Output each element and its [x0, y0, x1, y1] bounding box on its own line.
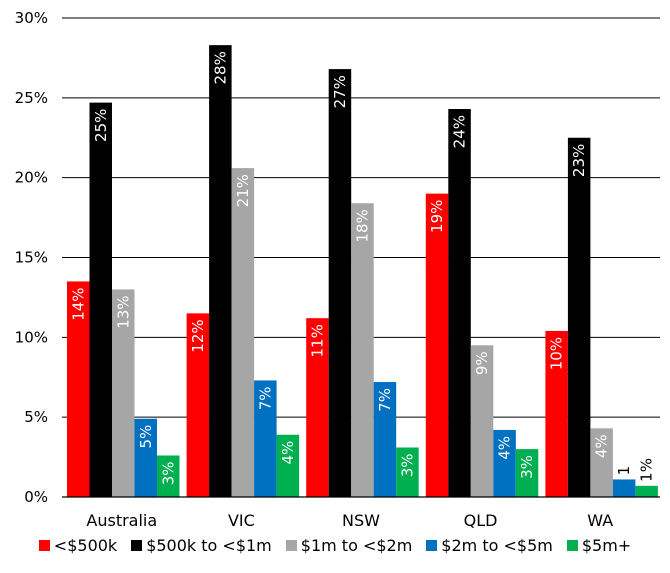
legend-label: $2m to <$5m — [441, 535, 553, 555]
bar — [396, 447, 419, 497]
data-label: 1 — [615, 466, 633, 476]
x-tick-label: WA — [587, 511, 613, 530]
legend-swatch — [131, 539, 143, 551]
legend: <$500k $500k to <$1m $1m to <$2m $2m to <$5… — [0, 528, 670, 562]
data-label: 24% — [451, 115, 469, 148]
bar — [590, 428, 613, 497]
data-label: 3% — [398, 454, 416, 478]
y-tick-label: 20% — [15, 169, 48, 187]
legend-swatch — [426, 539, 438, 551]
bar — [328, 69, 352, 498]
data-label: 3% — [159, 461, 177, 485]
x-tick-label: Australia — [86, 511, 157, 530]
data-label: 14% — [69, 287, 87, 320]
data-label: 11% — [308, 324, 326, 357]
bar — [306, 318, 329, 497]
data-label: 9% — [473, 351, 491, 375]
bar — [545, 330, 568, 497]
bar — [351, 203, 374, 498]
legend-label: $500k to <$1m — [146, 535, 272, 555]
legend-item: $500k to <$1m — [131, 536, 272, 555]
legend-swatch — [566, 539, 578, 551]
data-label: 19% — [428, 200, 446, 233]
category-labels: Australia VIC NSW QLD WA — [86, 511, 613, 530]
bar — [567, 137, 591, 497]
bar — [515, 449, 539, 497]
y-tick-label: 15% — [15, 249, 48, 267]
data-labels: 14%25%13%5%3%12%28%21%7%4%11%27%18%7%3%1… — [69, 51, 655, 485]
data-label: 13% — [114, 295, 132, 328]
data-label: 18% — [353, 209, 371, 242]
bar — [276, 434, 300, 497]
data-label: 25% — [92, 109, 110, 142]
bar — [425, 193, 449, 497]
bar — [493, 429, 516, 497]
data-label: 4% — [279, 441, 297, 465]
y-tick-label: 25% — [15, 89, 48, 107]
bar — [157, 455, 180, 497]
y-tick-label: 10% — [15, 328, 48, 346]
data-label: 23% — [570, 144, 588, 177]
x-tick-label: VIC — [228, 511, 255, 530]
data-label: 3% — [518, 455, 536, 479]
bar — [134, 418, 157, 497]
legend-item: <$500k — [38, 535, 118, 555]
legend-label: $5m+ — [581, 535, 632, 555]
y-tick-label: 0% — [24, 488, 48, 506]
y-axis-ticks: 0% 5% 10% 15% 20% 25% 30% — [15, 9, 48, 506]
data-label: 7% — [376, 388, 394, 412]
bar — [186, 313, 210, 497]
x-tick-label: QLD — [464, 511, 498, 530]
bar — [448, 109, 471, 497]
data-label: 1% — [638, 458, 656, 482]
bar — [67, 281, 90, 497]
legend-swatch — [38, 539, 50, 551]
bar — [635, 485, 658, 497]
data-label: 21% — [234, 174, 252, 207]
data-label: 4% — [496, 436, 514, 460]
data-label: 7% — [256, 386, 274, 410]
data-label: 4% — [593, 434, 611, 458]
data-label: 12% — [189, 319, 207, 352]
data-label: 28% — [211, 51, 229, 84]
x-tick-label: NSW — [342, 511, 380, 530]
bar — [254, 380, 277, 497]
data-label: 10% — [548, 337, 566, 370]
bar — [89, 102, 112, 497]
legend-label: <$500k — [53, 535, 118, 555]
legend-item: $5m+ — [566, 535, 632, 555]
bar — [112, 289, 135, 497]
y-tick-label: 5% — [24, 408, 48, 426]
legend-item: $1m to <$2m — [285, 535, 413, 555]
data-label: 5% — [137, 425, 155, 449]
bar — [209, 45, 232, 497]
legend-label: $1m to <$2m — [300, 535, 413, 555]
legend-item: $2m to <$5m — [426, 536, 553, 555]
y-tick-label: 30% — [15, 9, 48, 27]
bar — [231, 168, 255, 497]
bar — [373, 382, 397, 497]
bar — [470, 345, 494, 497]
legend-swatch — [285, 539, 297, 551]
bar — [612, 479, 636, 497]
bars — [67, 45, 658, 498]
data-label: 27% — [331, 75, 349, 108]
